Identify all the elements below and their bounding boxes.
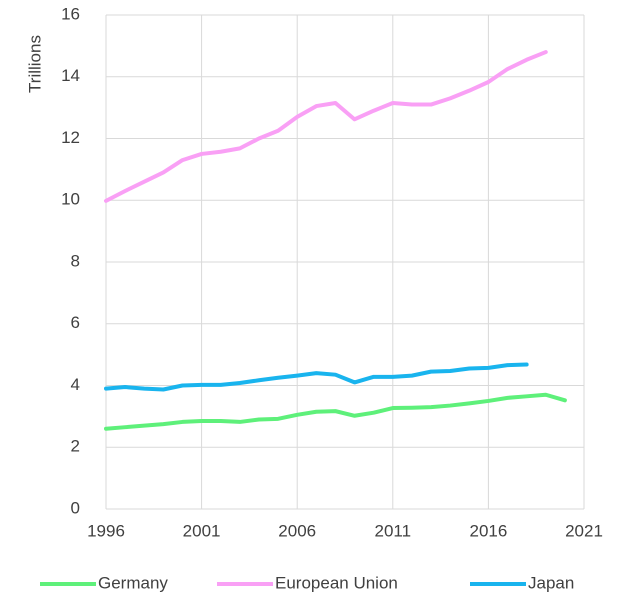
x-tick-label: 2001 [183, 521, 221, 540]
y-axis-label: Trillions [25, 35, 44, 93]
x-tick-label: 2006 [278, 521, 316, 540]
series-line [104, 392, 567, 431]
y-tick-label: 16 [61, 4, 80, 23]
legend-label: European Union [275, 573, 398, 592]
y-tick-label: 6 [71, 313, 80, 332]
y-tick-label: 4 [71, 375, 80, 394]
y-tick-label: 14 [61, 66, 80, 85]
legend-label: Japan [528, 573, 574, 592]
x-tick-label: 2016 [469, 521, 507, 540]
legend-label: Germany [98, 573, 168, 592]
y-tick-label: 2 [71, 437, 80, 456]
y-tick-label: 10 [61, 190, 80, 209]
y-tick-label: 12 [61, 128, 80, 147]
series-line [104, 50, 548, 203]
x-tick-label: 1996 [87, 521, 125, 540]
x-tick-label: 2011 [375, 521, 412, 540]
y-tick-label: 0 [71, 498, 80, 517]
x-tick-label: 2021 [565, 521, 603, 540]
y-tick-label: 8 [71, 251, 80, 270]
series-line [104, 362, 529, 392]
